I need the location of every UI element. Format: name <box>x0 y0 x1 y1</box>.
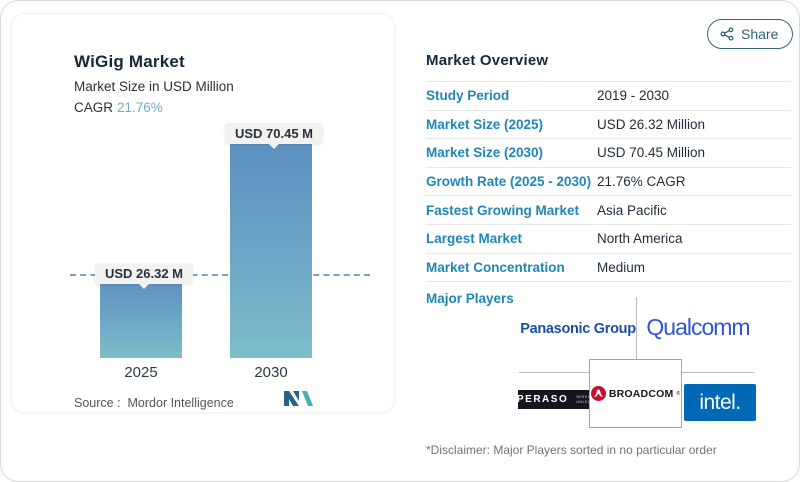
table-row: Fastest Growing Market Asia Pacific <box>426 196 791 225</box>
row-label: Largest Market <box>426 231 523 247</box>
table-row: Growth Rate (2025 - 2030) 21.76% CAGR <box>426 168 791 197</box>
panasonic-logo: Panasonic Group <box>520 315 636 343</box>
row-label: Market Concentration <box>426 259 565 275</box>
broadcom-registered-mark: ® <box>676 390 681 397</box>
source-label: Source : <box>74 396 121 410</box>
overview-table: Study Period 2019 - 2030 Market Size (20… <box>426 81 791 283</box>
source-value: Mordor Intelligence <box>127 396 234 410</box>
broadcom-wordmark: BROADCOM <box>608 387 674 400</box>
x-axis-label-2025: 2025 <box>124 364 158 381</box>
table-row: Market Concentration Medium <box>426 254 791 283</box>
chart-header: WiGig Market Market Size in USD Million … <box>74 52 234 115</box>
intel-logo: intel. <box>684 384 756 421</box>
disclaimer-text: *Disclaimer: Major Players sorted in no … <box>426 443 717 457</box>
major-players-label: Major Players <box>426 291 514 306</box>
row-value: USD 26.32 Million <box>597 116 706 132</box>
row-label: Market Size (2030) <box>426 145 544 161</box>
cagr-label: CAGR <box>74 100 114 115</box>
share-icon <box>720 27 734 41</box>
table-row: Largest Market North America <box>426 225 791 254</box>
table-row: Market Size (2030) USD 70.45 Million <box>426 139 791 168</box>
broadcom-logo: BROADCOM ® <box>589 359 682 428</box>
bar-value-tooltip-2025: USD 26.32 M <box>94 263 194 284</box>
chart-panel: WiGig Market Market Size in USD Million … <box>11 13 395 413</box>
row-value: North America <box>597 231 683 247</box>
row-value: Medium <box>597 259 646 275</box>
row-value: Asia Pacific <box>597 202 667 218</box>
row-value: 21.76% CAGR <box>597 174 686 190</box>
source-attribution: Source : Mordor Intelligence <box>74 396 234 410</box>
overview-title: Market Overview <box>426 52 549 69</box>
row-label: Fastest Growing Market <box>426 202 580 218</box>
row-value: 2019 - 2030 <box>597 88 670 104</box>
chart-subtitle: Market Size in USD Million <box>74 79 234 94</box>
reference-dashed-line <box>70 274 370 276</box>
bar-2030[interactable] <box>230 134 312 358</box>
chart-cagr: CAGR 21.76% <box>74 100 234 115</box>
bar-chart: USD 26.32 M USD 70.45 M 2025 2030 <box>12 14 394 412</box>
table-row: Market Size (2025) USD 26.32 Million <box>426 111 791 140</box>
row-value: USD 70.45 Million <box>597 145 706 161</box>
row-label: Growth Rate (2025 - 2030) <box>426 174 592 190</box>
share-button-label: Share <box>741 26 779 42</box>
connector-vertical-line <box>636 297 637 359</box>
row-label: Study Period <box>426 88 510 104</box>
x-axis-label-2030: 2030 <box>254 364 288 381</box>
table-row: Study Period 2019 - 2030 <box>426 82 791 111</box>
bar-value-tooltip-2030: USD 70.45 M <box>224 123 324 144</box>
cagr-value: 21.76% <box>117 100 163 115</box>
chart-title: WiGig Market <box>74 52 185 71</box>
qualcomm-logo: Qualcomm <box>646 313 750 340</box>
broadcom-icon <box>590 386 606 401</box>
mordor-intelligence-logo-icon <box>284 390 314 412</box>
share-button[interactable]: Share <box>707 19 794 49</box>
peraso-wordmark: PERASO <box>516 394 569 405</box>
row-label: Market Size (2025) <box>426 116 544 132</box>
